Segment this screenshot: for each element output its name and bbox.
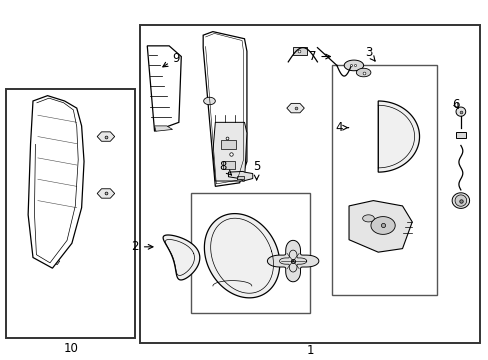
Text: 8: 8 — [219, 160, 231, 175]
Polygon shape — [377, 101, 419, 172]
Text: 10: 10 — [63, 342, 78, 355]
Bar — [6, 89, 135, 338]
Polygon shape — [370, 217, 394, 234]
Bar — [236, 176, 244, 179]
Polygon shape — [163, 235, 200, 280]
Polygon shape — [356, 68, 370, 77]
Bar — [221, 140, 235, 149]
Polygon shape — [204, 213, 279, 298]
Bar — [140, 24, 479, 343]
Polygon shape — [154, 126, 172, 131]
Polygon shape — [28, 96, 84, 268]
Polygon shape — [228, 171, 252, 181]
Text: 7: 7 — [308, 50, 330, 63]
Bar — [191, 193, 309, 312]
Polygon shape — [292, 47, 306, 55]
Polygon shape — [203, 32, 246, 186]
Polygon shape — [97, 189, 115, 198]
Text: 4: 4 — [335, 121, 348, 134]
Text: 9: 9 — [163, 52, 180, 67]
Polygon shape — [286, 103, 304, 113]
Text: 6: 6 — [451, 98, 459, 111]
Text: 3: 3 — [364, 46, 374, 61]
Text: 1: 1 — [306, 344, 313, 357]
Text: 5: 5 — [252, 160, 260, 180]
Polygon shape — [35, 254, 60, 265]
Polygon shape — [455, 107, 465, 116]
Polygon shape — [362, 215, 373, 222]
Polygon shape — [348, 201, 411, 252]
Polygon shape — [344, 60, 363, 71]
Text: 2: 2 — [131, 240, 153, 253]
Polygon shape — [451, 193, 468, 208]
Bar — [331, 66, 436, 295]
Polygon shape — [203, 97, 215, 105]
Polygon shape — [212, 122, 246, 181]
Polygon shape — [454, 195, 466, 206]
Bar — [455, 132, 465, 138]
Polygon shape — [267, 240, 318, 282]
Bar — [222, 161, 234, 168]
Polygon shape — [97, 132, 115, 141]
Polygon shape — [147, 46, 181, 131]
